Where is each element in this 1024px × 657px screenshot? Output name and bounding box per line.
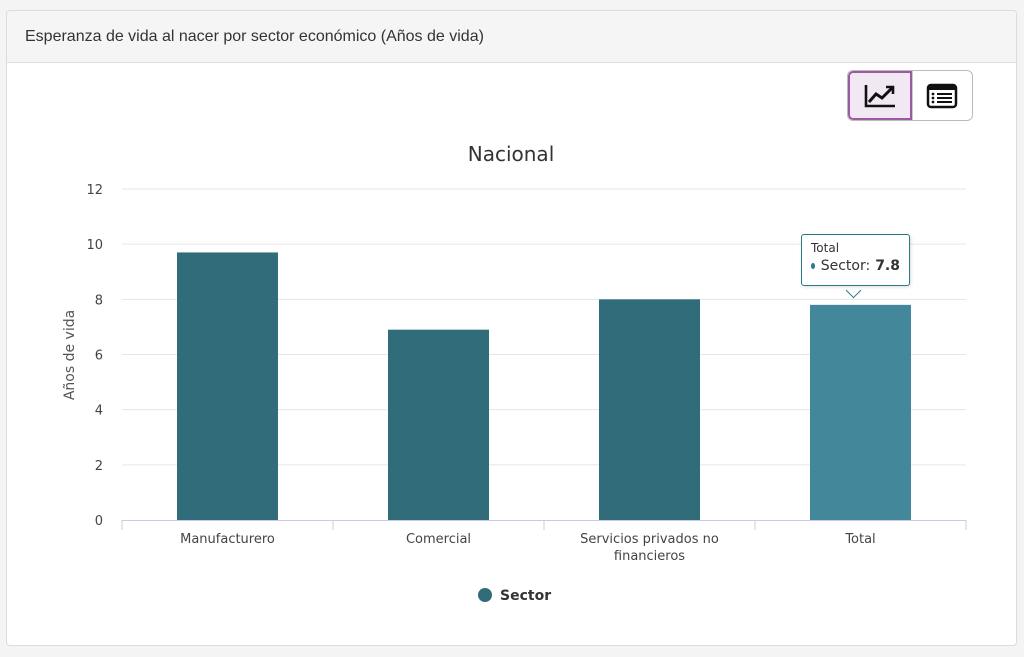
- y-tick-label: 10: [86, 238, 103, 253]
- bar[interactable]: [599, 299, 700, 520]
- y-axis-label: Años de vida: [62, 310, 78, 400]
- x-tick-label: Total: [844, 532, 875, 547]
- chart-view-button[interactable]: [848, 71, 912, 120]
- x-tick-label: Manufacturero: [180, 532, 275, 547]
- bar[interactable]: [810, 304, 911, 520]
- legend-marker: [478, 588, 492, 602]
- chart-title: Nacional: [468, 142, 555, 166]
- tooltip-value: 7.8: [875, 258, 900, 274]
- table-view-button[interactable]: [911, 71, 973, 120]
- table-list-icon: [927, 83, 958, 108]
- view-toggle: [847, 70, 973, 121]
- tooltip: Total Sector: 7.8: [801, 234, 910, 286]
- panel-title: Esperanza de vida al nacer por sector ec…: [25, 27, 484, 45]
- bar[interactable]: [177, 252, 278, 521]
- bar[interactable]: [388, 329, 489, 520]
- legend-label: Sector: [500, 588, 551, 604]
- x-tick-label: Servicios privados no financieros: [580, 532, 719, 564]
- tooltip-title: Total: [811, 241, 840, 255]
- y-tick-label: 4: [95, 404, 103, 419]
- y-tick-label: 2: [95, 459, 103, 474]
- tooltip-series-label: Sector:: [820, 258, 871, 274]
- y-tick-label: 8: [95, 293, 103, 308]
- panel-header: Esperanza de vida al nacer por sector ec…: [7, 11, 1016, 63]
- y-tick-label: 6: [95, 349, 103, 364]
- line-chart-icon: [864, 84, 895, 107]
- y-tick-label: 12: [86, 183, 103, 198]
- y-tick-label: 0: [95, 514, 103, 529]
- x-tick-label: Comercial: [406, 532, 471, 547]
- legend[interactable]: Sector: [478, 588, 551, 604]
- tooltip-series-dot: [811, 263, 815, 269]
